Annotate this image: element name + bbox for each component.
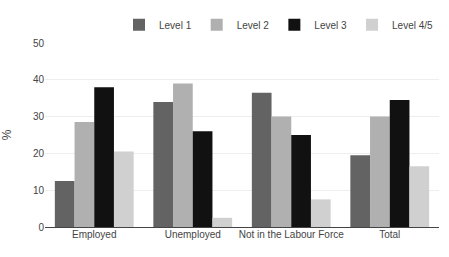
svg-text:10: 10 <box>33 185 45 196</box>
svg-text:20: 20 <box>33 148 45 159</box>
svg-text:%: % <box>0 129 14 140</box>
svg-text:50: 50 <box>33 38 45 49</box>
svg-text:30: 30 <box>33 111 45 122</box>
svg-text:Total: Total <box>379 229 400 240</box>
svg-text:40: 40 <box>33 74 45 85</box>
svg-text:Employed: Employed <box>72 229 116 240</box>
svg-text:Unemployed: Unemployed <box>165 229 221 240</box>
svg-text:Level 2: Level 2 <box>237 20 270 31</box>
svg-text:Level 4/5: Level 4/5 <box>392 20 433 31</box>
svg-text:0: 0 <box>38 222 44 233</box>
svg-text:Not in the Labour Force: Not in the Labour Force <box>239 229 344 240</box>
svg-text:Level 1: Level 1 <box>159 20 192 31</box>
svg-text:Level 3: Level 3 <box>314 20 347 31</box>
